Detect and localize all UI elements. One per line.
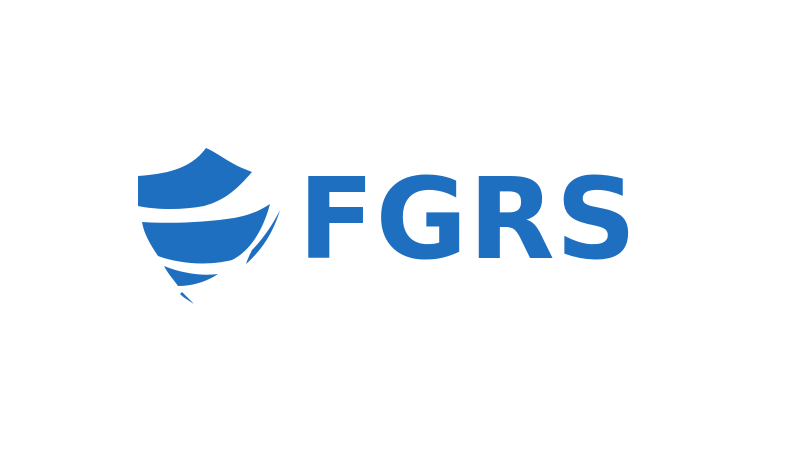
shield-icon (138, 148, 280, 304)
brand-wordmark: FGRS (298, 155, 638, 285)
